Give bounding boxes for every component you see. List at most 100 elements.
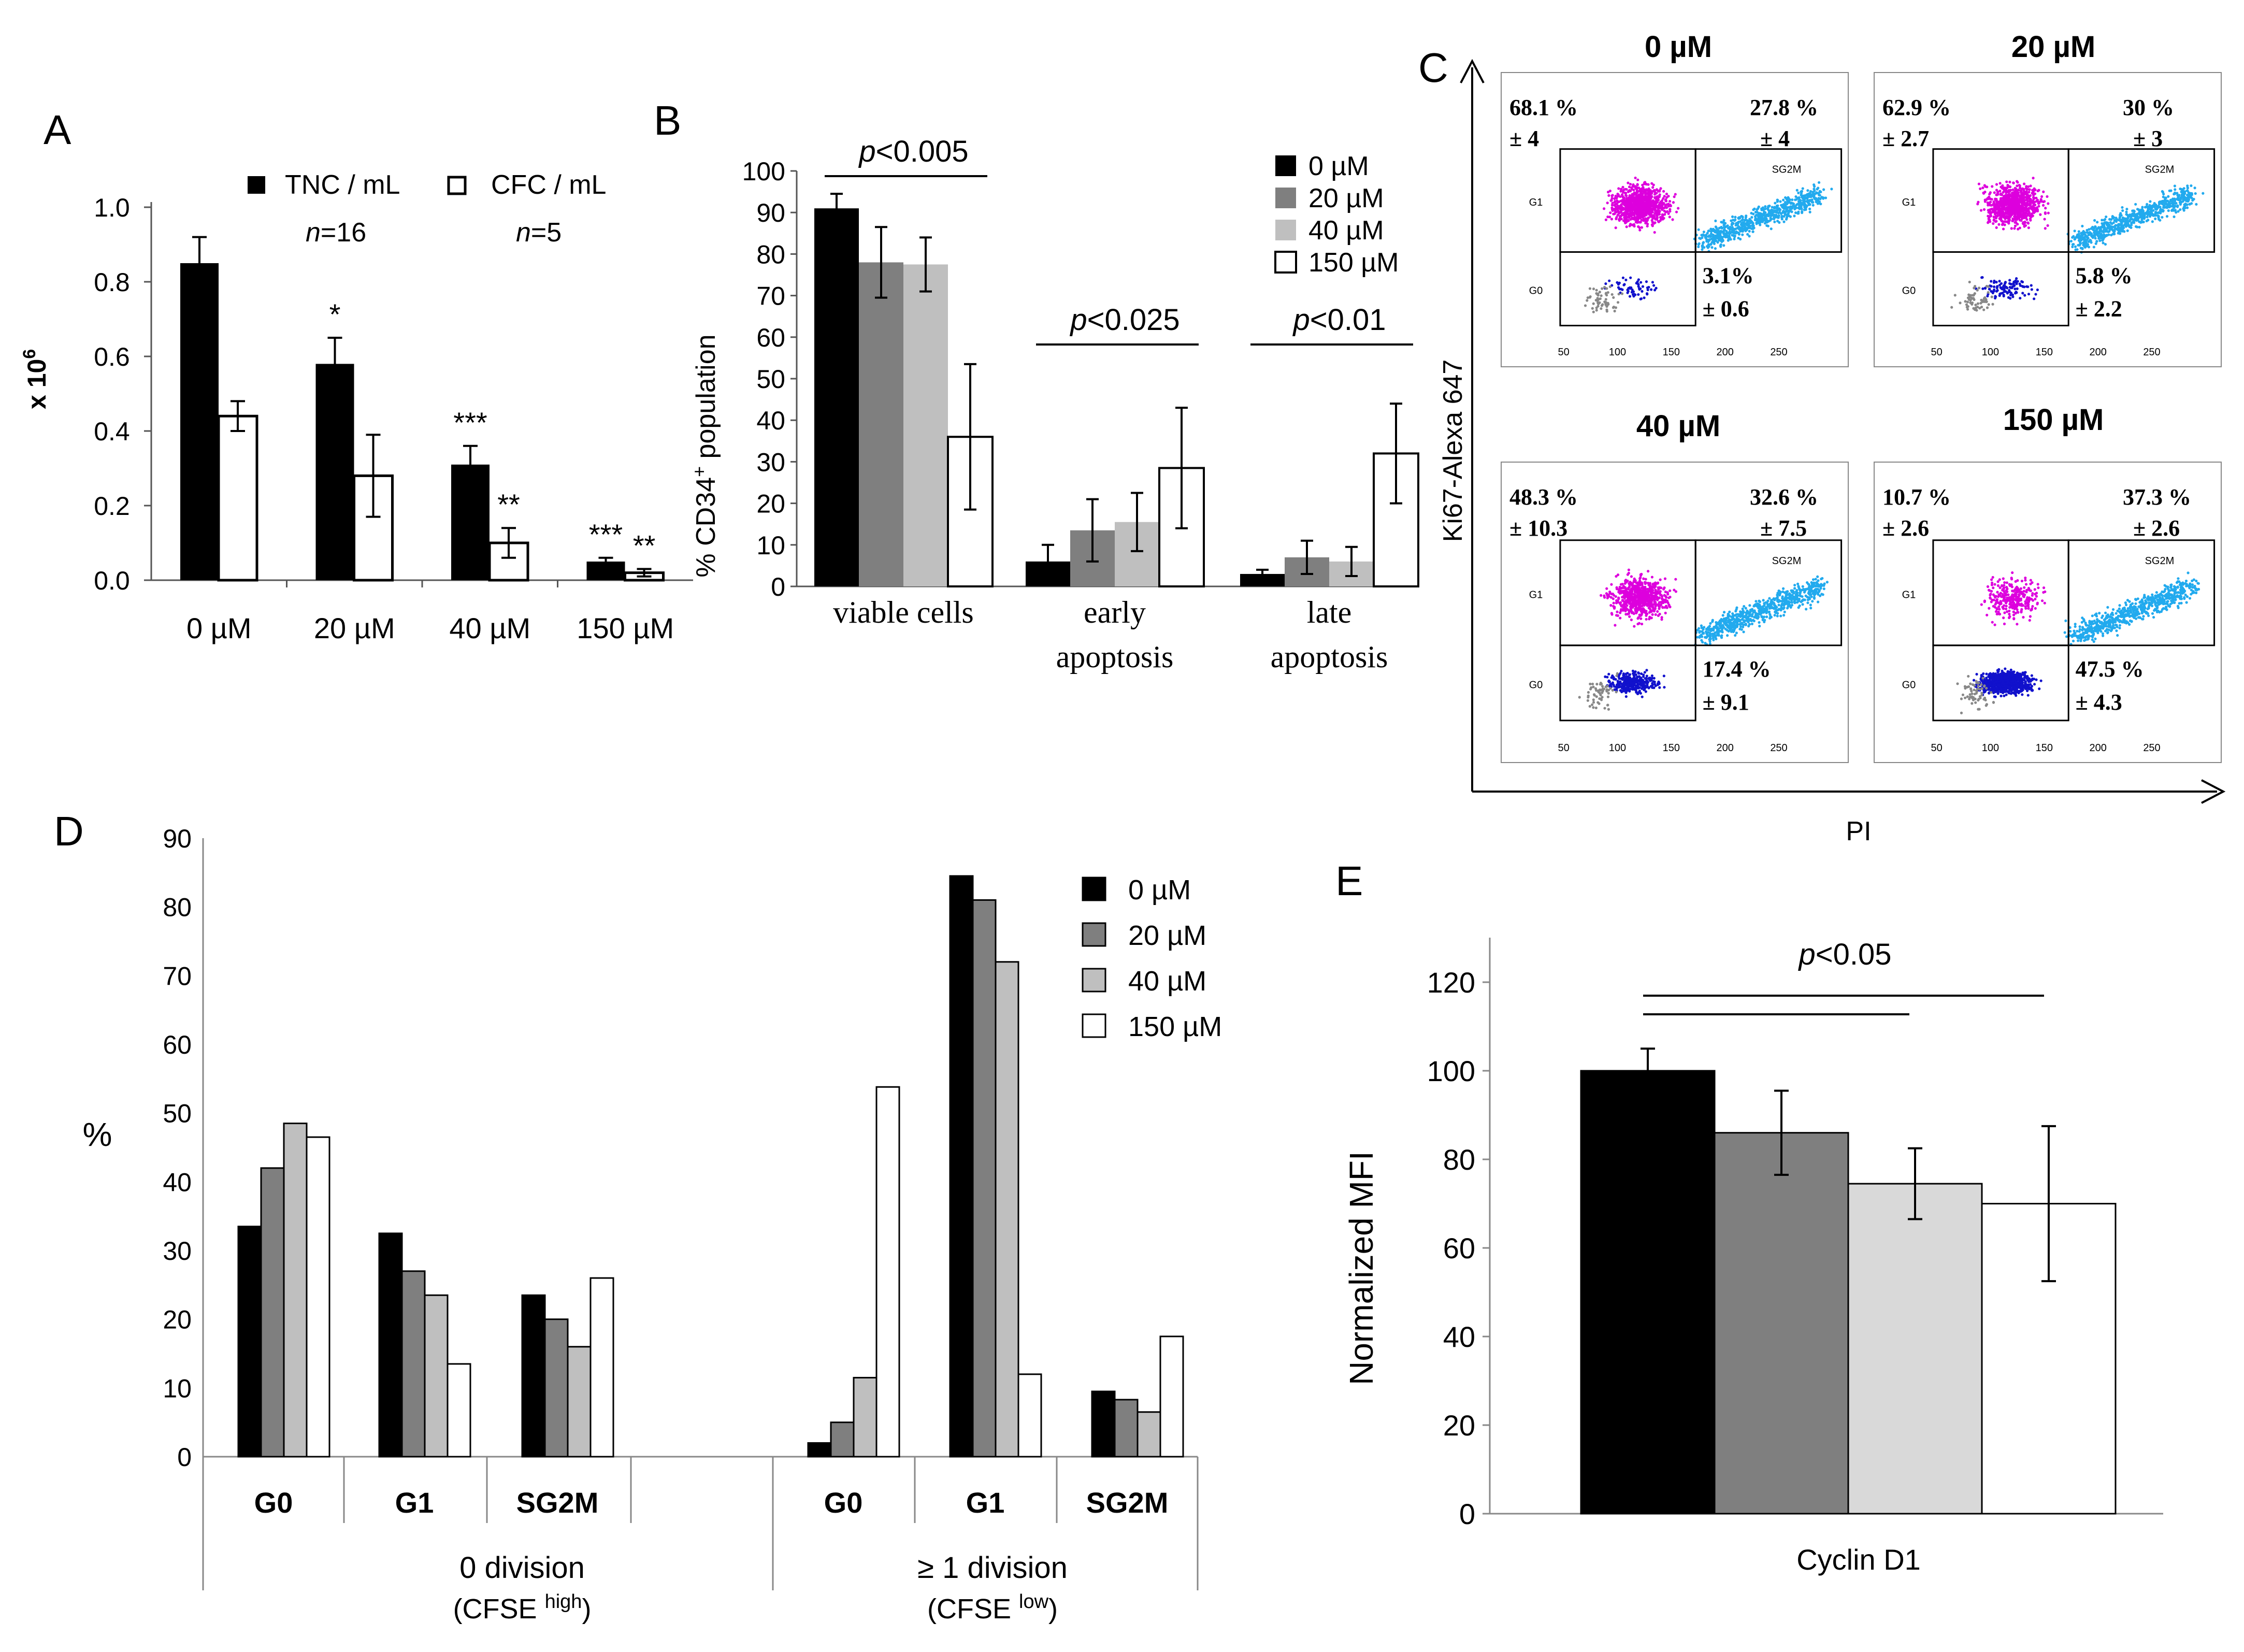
dot-sg2m xyxy=(1770,212,1773,215)
dot-sg2m xyxy=(1737,225,1740,228)
dot-sg2m xyxy=(2168,189,2171,192)
dot-g1 xyxy=(1615,196,1618,199)
dot-sg2m xyxy=(1818,590,1821,593)
dot-g0 xyxy=(1986,294,1989,298)
dot-g1 xyxy=(2044,227,2047,230)
dot-sg2m xyxy=(1710,627,1713,630)
flow-x-label: PI xyxy=(1846,816,1871,846)
dot-sg2m xyxy=(1757,215,1760,219)
dot-sg2m xyxy=(1785,593,1789,597)
dot-sg2m xyxy=(1801,599,1804,602)
gate-label-g0: G0 xyxy=(1902,285,1916,296)
dot-sg2m xyxy=(1719,620,1722,623)
dot-g1 xyxy=(1658,202,1661,205)
dot-g0 xyxy=(1651,281,1655,284)
dot-g1 xyxy=(1631,600,1634,604)
dot-sg2m xyxy=(1793,583,1796,587)
dot-g1 xyxy=(1636,198,1639,202)
dot-sg2m xyxy=(2102,231,2105,234)
dot-sg2m xyxy=(1716,241,1719,244)
dot-g1 xyxy=(1614,210,1617,213)
dot-sg2m xyxy=(2137,208,2140,211)
dot-sg2m xyxy=(1751,619,1754,622)
dot-g1 xyxy=(1992,203,1995,206)
dot-sg2m xyxy=(1797,191,1800,195)
dot-noise xyxy=(1592,288,1595,291)
flow-pct-g0-sd: ± 0.6 xyxy=(1703,296,1749,321)
y-tick-label-b: 50 xyxy=(756,365,785,394)
dot-sg2m xyxy=(2124,217,2127,220)
dot-g1 xyxy=(2018,219,2021,222)
dot-sg2m xyxy=(1714,247,1717,250)
dot-g1 xyxy=(2046,195,2049,198)
dot-sg2m xyxy=(1809,607,1813,610)
dot-sg2m xyxy=(1782,198,1785,202)
dot-sg2m xyxy=(1739,625,1743,628)
dot-sg2m xyxy=(2189,192,2192,195)
dot-sg2m xyxy=(1817,181,1821,184)
dot-g1 xyxy=(2039,198,2042,201)
dot-sg2m xyxy=(2126,221,2130,224)
dot-sg2m xyxy=(2094,233,2097,236)
dot-g1 xyxy=(1988,195,1991,198)
dot-g1 xyxy=(2026,199,2030,203)
dot-sg2m xyxy=(2094,237,2097,240)
dot-g1 xyxy=(2002,227,2005,231)
dot-g1 xyxy=(1660,618,1663,621)
dot-g1 xyxy=(2014,199,2017,202)
dot-g0 xyxy=(1995,281,1998,284)
dot-g1 xyxy=(1629,223,1632,226)
dot-g1 xyxy=(1629,218,1632,221)
dot-g1 xyxy=(1995,189,1998,192)
dot-g1 xyxy=(1623,608,1627,611)
dot-sg2m xyxy=(1711,239,1715,242)
dot-g1 xyxy=(1656,610,1659,613)
dot-sg2m xyxy=(1808,210,1811,213)
dot-g1 xyxy=(1660,597,1664,600)
dot-g1 xyxy=(1648,190,1651,193)
dot-g1 xyxy=(2037,205,2040,208)
dot-sg2m xyxy=(1720,635,1723,638)
dot-g1 xyxy=(1607,594,1610,597)
dot-g1 xyxy=(1667,212,1670,215)
dot-sg2m xyxy=(2186,186,2189,190)
dot-g1 xyxy=(2013,224,2017,227)
dot-g0 xyxy=(2001,292,2004,295)
dot-sg2m xyxy=(2133,218,2137,221)
dot-g1 xyxy=(1659,593,1662,597)
dot-sg2m xyxy=(1786,209,1789,212)
dot-noise xyxy=(1987,291,1990,294)
dot-g1 xyxy=(2025,215,2028,218)
dot-g0 xyxy=(1617,283,1620,286)
dot-g1 xyxy=(2044,207,2047,210)
dot-sg2m xyxy=(1750,211,1753,215)
dot-g1 xyxy=(1649,585,1652,589)
dot-sg2m xyxy=(1768,597,1771,600)
dot-g1 xyxy=(1617,193,1620,196)
dot-sg2m xyxy=(2154,210,2157,214)
dot-sg2m xyxy=(1697,245,1700,248)
dot-sg2m xyxy=(2121,209,2124,212)
dot-g1 xyxy=(1662,601,1665,605)
dot-g1 xyxy=(2036,209,2039,212)
dot-g1 xyxy=(2032,177,2035,180)
dot-g1 xyxy=(1612,594,1616,597)
dot-g1 xyxy=(1641,593,1644,596)
dot-g1 xyxy=(1677,207,1680,210)
flow-pct-g1-sd: ± 2.7 xyxy=(1882,126,1929,151)
dot-g1 xyxy=(1663,195,1666,198)
dot-sg2m xyxy=(2106,226,2109,229)
dot-sg2m xyxy=(2121,206,2124,209)
dot-g1 xyxy=(1656,582,1659,585)
dot-sg2m xyxy=(1807,585,1811,588)
dot-g1 xyxy=(2001,193,2004,196)
dot-sg2m xyxy=(2166,204,2169,207)
dot-g1 xyxy=(1623,216,1626,220)
dot-g1 xyxy=(1647,216,1650,219)
dot-sg2m xyxy=(2098,239,2102,242)
dot-g1 xyxy=(1664,210,1667,213)
dot-sg2m xyxy=(2161,191,2165,194)
dot-sg2m xyxy=(1718,226,1721,229)
dot-sg2m xyxy=(1815,191,1818,194)
dot-g1 xyxy=(2022,213,2025,216)
